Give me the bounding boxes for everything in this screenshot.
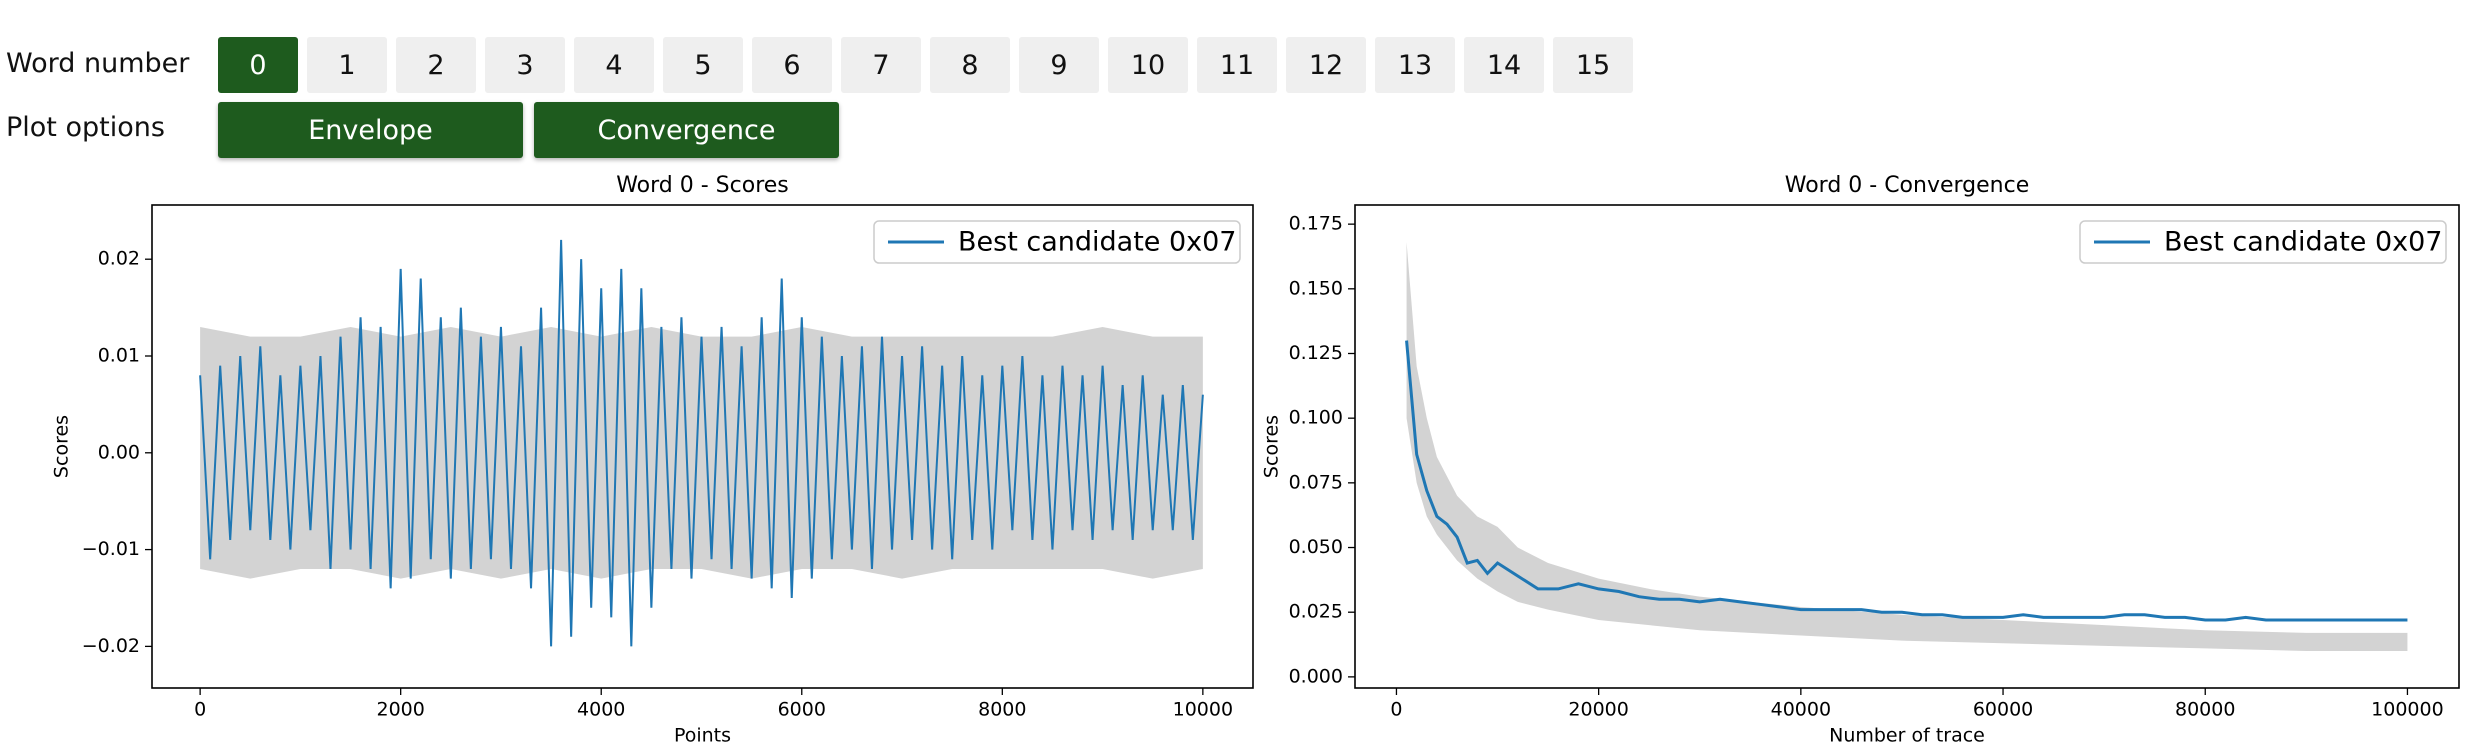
x-tick-label: 0 [1390,699,1402,721]
y-tick-label: 0.025 [1289,601,1343,623]
y-axis-label: Scores [51,415,73,478]
y-tick-label: 0.000 [1289,665,1343,687]
word-button[interactable]: 9 [1019,37,1099,93]
x-tick-label: 80000 [2175,699,2235,721]
y-tick-label: 0.02 [98,248,140,270]
word-button[interactable]: 14 [1464,37,1544,93]
x-tick-label: 2000 [376,699,424,721]
x-tick-label: 10000 [1173,699,1233,721]
legend-label: Best candidate 0x07 [958,227,1237,258]
option-button[interactable]: Envelope [218,102,523,158]
chart-title: Word 0 - Convergence [1785,173,2030,198]
legend-label: Best candidate 0x07 [2164,227,2443,258]
controls: Word number Plot options 0 1 2 3 4 5 6 7 8 9 10 11 1… [0,0,2476,170]
y-tick-label: 0.175 [1289,213,1343,235]
axes-frame [151,204,1254,689]
word-button[interactable]: 5 [663,37,743,93]
word-button[interactable]: 8 [930,37,1010,93]
y-tick-label: 0.125 [1289,342,1343,364]
y-axis-label: Scores [1261,415,1283,478]
y-tick-label: −0.02 [82,635,140,657]
x-tick-label: 8000 [978,699,1026,721]
legend-box [2079,220,2447,264]
word-button[interactable]: 6 [752,37,832,93]
word-button[interactable]: 11 [1197,37,1277,93]
word-button[interactable]: 0 [218,37,298,93]
envelope [200,326,1203,579]
y-tick-label: −0.01 [82,538,140,560]
chart-title: Word 0 - Scores [616,173,789,198]
series-line [1405,340,2408,622]
x-tick-label: 40000 [1771,699,1831,721]
x-axis-label: Points [674,725,731,747]
y-tick-label: 0.050 [1289,536,1343,558]
word-button[interactable]: 13 [1375,37,1455,93]
word-button[interactable]: 2 [396,37,476,93]
axes-frame [1354,204,2460,689]
y-tick-label: 0.150 [1289,277,1343,299]
y-tick-label: 0.100 [1289,407,1343,429]
plot-label: Plot options [6,112,165,143]
word-button[interactable]: 7 [841,37,921,93]
x-axis-label: Number of trace [1829,725,1985,747]
x-tick-label: 100000 [2371,699,2444,721]
word-button[interactable]: 3 [485,37,565,93]
word-button[interactable]: 10 [1108,37,1188,93]
x-tick-label: 0 [194,699,206,721]
word-button[interactable]: 4 [574,37,654,93]
series-line [199,239,1204,647]
word-button[interactable]: 1 [307,37,387,93]
word-button[interactable]: 15 [1553,37,1633,93]
y-tick-label: 0.075 [1289,471,1343,493]
y-tick-label: 0.01 [98,344,140,366]
option-button[interactable]: Convergence [534,102,839,158]
y-tick-label: 0.00 [98,441,140,463]
x-tick-label: 60000 [1973,699,2033,721]
word-label: Word number [6,48,190,79]
word-button[interactable]: 12 [1286,37,1366,93]
x-tick-label: 4000 [577,699,625,721]
x-tick-label: 20000 [1568,699,1628,721]
legend-box [873,220,1241,264]
x-tick-label: 6000 [778,699,826,721]
